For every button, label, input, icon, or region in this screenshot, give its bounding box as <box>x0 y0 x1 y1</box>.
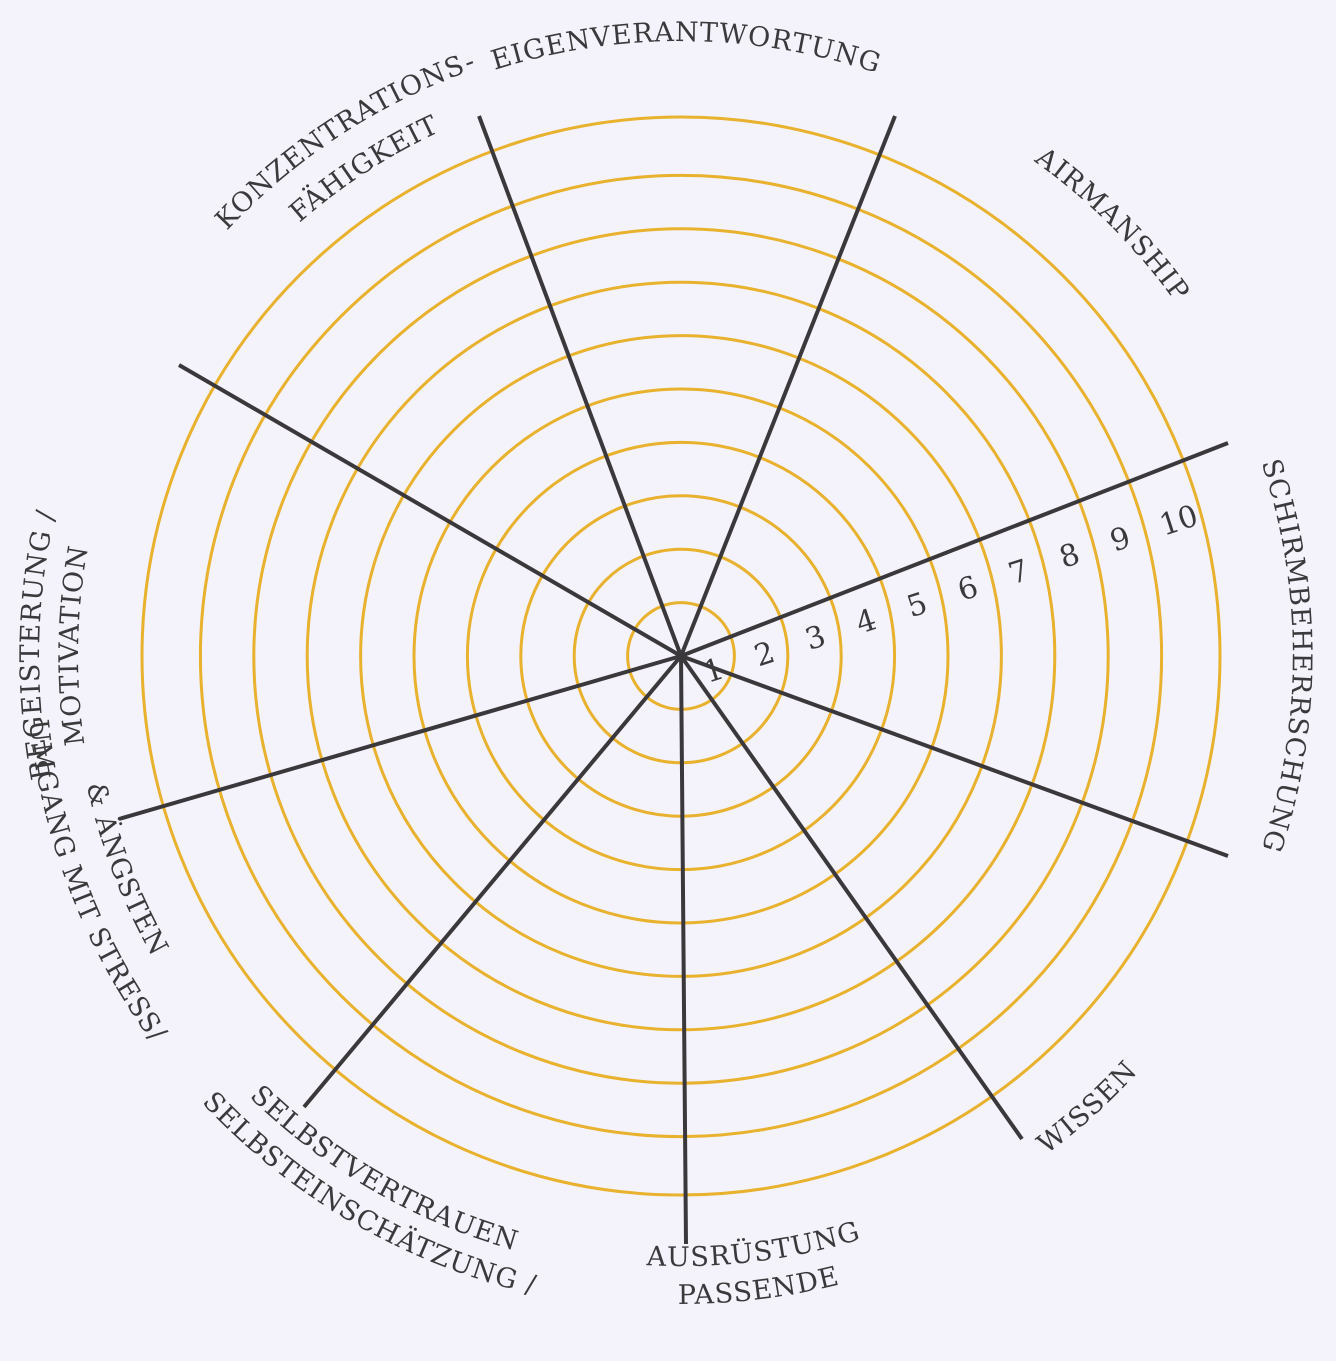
scale-ring-9 <box>198 173 1164 1139</box>
scale-number-3: 3 <box>801 619 830 658</box>
scale-ring-6 <box>359 334 1003 978</box>
spoke-9 <box>177 363 683 658</box>
spoke-2 <box>679 115 897 657</box>
spoke-6 <box>679 655 688 1245</box>
scale-number-6: 6 <box>954 569 983 608</box>
category-label-begeisterung-line-2: MOTIVATION <box>54 543 95 747</box>
spoke-7 <box>302 654 683 1109</box>
category-labels: EIGENVERANTWORTUNG AIRMANSHIP SCHIRMBEHERR… <box>15 17 1317 1311</box>
scale-number-4: 4 <box>852 602 881 641</box>
category-label-konzentrationsfaehigkeit-line-1: KONZENTRATIONS- <box>210 46 480 236</box>
category-label-wissen: WISSEN <box>1032 1055 1144 1160</box>
scale-number-5: 5 <box>903 586 932 625</box>
scale-number-7: 7 <box>1004 553 1033 592</box>
category-label-airmanship: AIRMANSHIP <box>1029 141 1196 307</box>
scale-number-8: 8 <box>1055 537 1084 576</box>
spoke-4 <box>680 654 1229 858</box>
spoke-5 <box>679 654 1024 1141</box>
scale-number-2: 2 <box>750 635 779 674</box>
scale-ring-10 <box>140 115 1222 1197</box>
spoke-8 <box>118 654 682 821</box>
scale-ring-8 <box>252 227 1110 1085</box>
category-label-eigenverantwortung: EIGENVERANTWORTUNG <box>488 17 885 80</box>
category-label-schirmbeherrschung: SCHIRMBEHERRSCHUNG <box>1255 455 1317 856</box>
spoke-3 <box>680 441 1229 658</box>
category-spokes <box>118 115 1229 1245</box>
spoke-1 <box>477 115 683 657</box>
scale-ring-7 <box>305 280 1057 1032</box>
scale-number-9: 9 <box>1106 520 1135 559</box>
scale-number-10: 10 <box>1155 498 1202 543</box>
scale-ring-5 <box>412 387 950 925</box>
